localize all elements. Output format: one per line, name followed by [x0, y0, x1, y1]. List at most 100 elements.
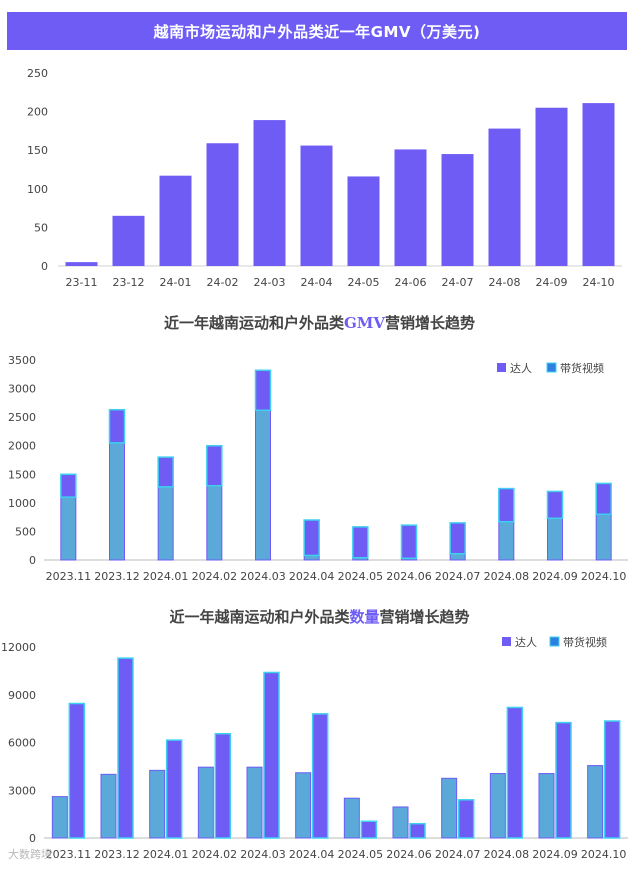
- bar-influencer: [108, 408, 126, 444]
- x-tick-label: 2024.01: [143, 570, 189, 583]
- bar-video: [117, 657, 134, 839]
- x-tick-label: 2024.05: [338, 848, 384, 861]
- x-tick-label: 2024.03: [240, 570, 286, 583]
- bar-influencer: [489, 773, 506, 839]
- x-tick-label: 24-08: [489, 276, 521, 289]
- y-tick-label: 200: [27, 106, 48, 119]
- bar-influencer: [206, 444, 223, 487]
- legend-label-influencer: 达人: [510, 362, 532, 375]
- bar-influencer: [498, 487, 515, 523]
- x-tick-label: 2023.11: [46, 570, 92, 583]
- legend-label-influencer: 达人: [515, 636, 537, 649]
- bar-video: [498, 521, 515, 561]
- y-tick-label: 1500: [8, 468, 36, 481]
- x-tick-label: 2024.03: [240, 848, 286, 861]
- x-tick-label: 2024.06: [386, 848, 432, 861]
- x-tick-label: 2024.07: [435, 848, 481, 861]
- x-tick-label: 2024.08: [484, 570, 530, 583]
- bar-influencer: [51, 796, 68, 839]
- x-tick-label: 2024.07: [435, 570, 481, 583]
- x-tick-label: 23-12: [113, 276, 145, 289]
- x-tick-label: 2024.10: [581, 848, 627, 861]
- y-tick-label: 500: [15, 525, 36, 538]
- x-tick-label: 24-09: [536, 276, 568, 289]
- bar: [253, 120, 286, 266]
- bar-video: [449, 553, 466, 561]
- x-tick-label: 24-10: [583, 276, 615, 289]
- bar-video: [165, 739, 183, 839]
- legend-swatch-video: [546, 362, 557, 373]
- x-tick-label: 2024.08: [484, 848, 530, 861]
- y-tick-label: 3000: [8, 784, 36, 797]
- bar-influencer: [352, 526, 369, 559]
- bar-video: [263, 671, 280, 839]
- bar-influencer: [538, 773, 555, 839]
- x-tick-label: 2024.06: [386, 570, 432, 583]
- bar-influencer: [100, 773, 117, 839]
- x-tick-label: 2024.02: [192, 848, 238, 861]
- y-tick-label: 150: [27, 144, 48, 157]
- y-tick-label: 0: [29, 554, 36, 567]
- x-tick-label: 24-05: [348, 276, 380, 289]
- y-tick-label: 250: [27, 67, 48, 80]
- x-tick-label: 24-02: [207, 276, 239, 289]
- x-tick-label: 2024.09: [532, 848, 578, 861]
- y-tick-label: 100: [27, 183, 48, 196]
- bar: [65, 262, 98, 266]
- x-tick-label: 2024.04: [289, 848, 335, 861]
- bar-influencer: [157, 456, 174, 488]
- y-tick-label: 3000: [8, 383, 36, 396]
- x-tick-label: 24-06: [395, 276, 427, 289]
- bar-influencer: [197, 766, 214, 839]
- x-tick-label: 24-03: [254, 276, 286, 289]
- bar: [300, 145, 333, 266]
- bar-influencer: [595, 482, 612, 516]
- legend-label-video: 带货视频: [563, 635, 607, 649]
- chart2-title: 近一年越南运动和户外品类GMV营销增长趋势: [0, 312, 639, 333]
- x-tick-label: 2023.12: [94, 570, 140, 583]
- bar-video: [603, 720, 621, 839]
- x-tick-label: 24-04: [301, 276, 333, 289]
- chart3-title-post: 营销增长趋势: [379, 608, 470, 626]
- bar-influencer: [246, 766, 263, 839]
- y-tick-label: 9000: [8, 689, 36, 702]
- bar-video: [60, 496, 77, 561]
- bar-influencer: [392, 806, 409, 839]
- chart2-title-pre: 近一年越南运动和户外品类: [163, 314, 344, 332]
- bar-video: [555, 721, 572, 839]
- x-tick-label: 2024.05: [338, 570, 384, 583]
- chart2-title-highlight: GMV: [343, 314, 386, 332]
- gmv-bar-chart: 0 50 100 150 200 250 23-11 23-12 24-01 24-02 24-03…: [27, 67, 622, 289]
- bar-video: [409, 822, 426, 839]
- bar-video: [157, 486, 174, 561]
- y-tick-label: 1000: [8, 497, 36, 510]
- chart3-title-pre: 近一年越南运动和户外品类: [169, 608, 350, 626]
- bar-video: [457, 799, 475, 839]
- x-tick-label: 23-11: [66, 276, 98, 289]
- bar: [394, 149, 427, 266]
- bar-influencer: [587, 765, 604, 839]
- chart2-title-post: 营销增长趋势: [385, 314, 476, 332]
- bar-influencer: [400, 524, 418, 560]
- chart3-title: 近一年越南运动和户外品类数量营销增长趋势: [0, 606, 639, 627]
- x-tick-label: 2023.12: [94, 848, 140, 861]
- bar-video: [506, 706, 524, 839]
- x-tick-label: 24-07: [442, 276, 474, 289]
- y-tick-label: 50: [34, 221, 48, 234]
- watermark: 大数跨境: [8, 848, 52, 861]
- x-tick-label: 2024.02: [192, 570, 238, 583]
- legend-swatch-influencer: [502, 637, 511, 646]
- x-tick-label: 2024.10: [581, 570, 627, 583]
- gmv-marketing-stacked-chart: 0 500 1000 1500 2000 2500 3000 3500 2023.11 2023.…: [8, 354, 628, 583]
- bar-influencer: [546, 490, 564, 520]
- y-tick-label: 0: [41, 260, 48, 273]
- bar-influencer: [449, 522, 466, 555]
- x-tick-label: 2023.11: [46, 848, 92, 861]
- bar-influencer: [149, 769, 166, 839]
- bar-video: [311, 713, 329, 839]
- bar-video: [68, 702, 86, 839]
- bar-influencer: [295, 772, 312, 839]
- bar: [206, 143, 239, 266]
- y-tick-label: 2000: [8, 440, 36, 453]
